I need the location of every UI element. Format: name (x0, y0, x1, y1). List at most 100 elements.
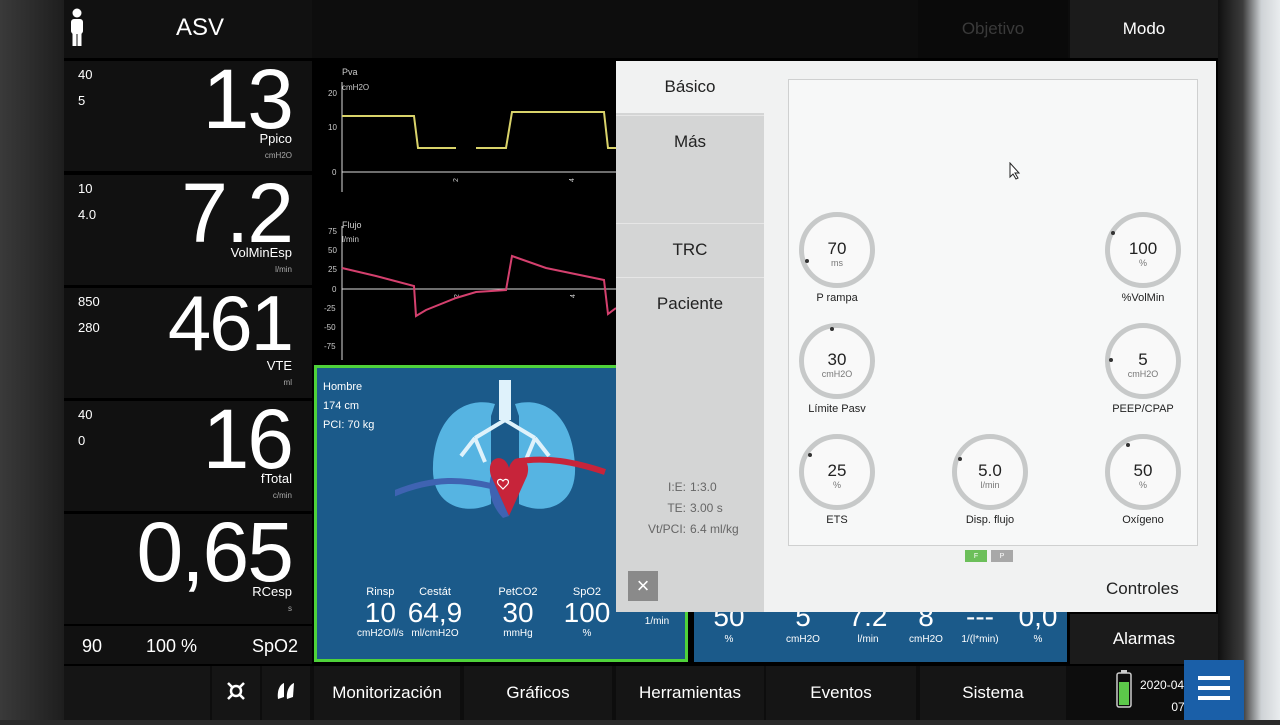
alarm-low: 5 (78, 93, 86, 108)
param-name: VolMinEsp (230, 245, 292, 260)
param-value: 13 (202, 52, 294, 146)
param-unit: s (288, 604, 292, 613)
trigger-pressure-indicator[interactable]: P (991, 550, 1013, 562)
knob-unit: % (1138, 480, 1147, 490)
pressure-trace (476, 111, 616, 149)
param-unit: c/min (272, 491, 292, 500)
ibw-label: PCI: (323, 419, 345, 431)
alarmas-button[interactable]: Alarmas (1070, 614, 1218, 664)
param-value: 0,65 (136, 505, 294, 599)
alarm-low: 4.0 (78, 207, 97, 222)
wave-xtick: 4 (569, 178, 576, 182)
pressure-trace (342, 115, 456, 149)
knob-value: 50 (1133, 461, 1153, 480)
tab-basico[interactable]: Básico (616, 61, 764, 113)
nebulizer-button[interactable] (212, 666, 260, 720)
lungs-icon (395, 380, 606, 518)
wave-tick: 0 (332, 168, 337, 177)
param-unit: l/min (275, 265, 292, 274)
main-menu-button[interactable] (1184, 660, 1244, 720)
mode-indicator[interactable]: ASV (64, 0, 312, 58)
param-value: 461 (167, 279, 294, 367)
knob-label: Disp. flujo (965, 514, 1015, 526)
alarm-high: 10 (78, 181, 93, 196)
controls-canvas: 70 ms P rampa 100 % %VolMin 30 cmH2O Lím… (788, 79, 1198, 562)
wave-tick: 25 (328, 265, 337, 274)
nav-graficos[interactable]: Gráficos (464, 666, 612, 720)
alarm-high: 40 (78, 67, 93, 82)
patient-male-icon (68, 8, 86, 53)
metric-spo2: SpO2 100 % (563, 586, 611, 639)
nav-eventos[interactable]: Eventos (766, 666, 916, 720)
tab-trc[interactable]: TRC (616, 223, 764, 275)
param-vte[interactable]: 850 280 461 VTE ml (64, 284, 312, 398)
tab-mas[interactable]: Más (616, 115, 764, 167)
param-name: Ppico (259, 131, 292, 146)
knob-value: 5.0 (978, 461, 1002, 480)
param-name: VTE (266, 358, 292, 373)
waveform-flow[interactable]: Flujo l/min 75 50 25 0 -25 -50 -75 2 4 (316, 216, 616, 360)
nav-sistema[interactable]: Sistema (920, 666, 1066, 720)
mouse-cursor-icon (1009, 161, 1021, 185)
knob-oxigeno[interactable]: 50 % Oxígeno (1105, 434, 1181, 526)
knob-unit: l/min (980, 480, 1000, 490)
timing-summary: I:E: 1:3.0 TE: 3.00 s Vt/PCI: 6.4 ml/kg (616, 477, 764, 540)
knob-label: Oxígeno (1122, 514, 1164, 526)
controles-title: Controles (1106, 579, 1179, 598)
param-volminesp[interactable]: 10 4.0 7.2 VolMinEsp l/min (64, 171, 312, 285)
patient-sex: Hombre (323, 381, 363, 393)
param-ftotal[interactable]: 40 0 16 fTotal c/min (64, 397, 312, 511)
knob-unit: % (832, 480, 841, 490)
param-rcesp[interactable]: 0,65 RCesp s (64, 510, 312, 624)
param-unit: ml (283, 378, 292, 387)
metric-rinsp: Rinsp 10 cmH2O/l/s (357, 586, 404, 639)
battery-icon (1116, 670, 1132, 715)
hamburger-menu-icon (1184, 676, 1244, 724)
knob-ets[interactable]: 25 % ETS (799, 434, 875, 526)
ie-row: I:E: 1:3.0 (667, 480, 717, 494)
knob-volmin[interactable]: 100 % %VolMin (1105, 212, 1181, 304)
knob-disp-flujo[interactable]: 5.0 l/min Disp. flujo (952, 434, 1028, 526)
tab-modo[interactable]: Modo (1070, 0, 1218, 58)
knob-unit: ms (831, 258, 843, 268)
wave-tick: 10 (328, 123, 337, 132)
spo2-saturation: 100 % (146, 636, 198, 656)
blank-bottom-cell (64, 666, 210, 720)
tab-paciente[interactable]: Paciente (616, 277, 764, 329)
wave-unit: l/min (342, 235, 359, 244)
spo2-label: SpO2 (252, 636, 299, 656)
patient-info: Hombre 174 cm PCI: 70 kg (323, 378, 374, 435)
param-value: 7.2 (181, 166, 294, 260)
ventilator-screen: ASV Objetivo Modo 40 5 13 Ppico cmH2O 10… (64, 0, 1218, 720)
metric-cestat: Cestát 64,9 ml/cmH2O (407, 586, 463, 639)
tab-objetivo[interactable]: Objetivo (918, 0, 1068, 58)
wave-tick: 20 (328, 89, 337, 98)
o2-enrichment-button[interactable] (262, 666, 310, 720)
device-bezel-right (1218, 0, 1280, 720)
nebulizer-icon (225, 680, 247, 707)
param-value: 16 (202, 392, 294, 486)
controles-dialog: Básico Más TRC Paciente I:E: 1:3.0 TE: 3.0… (616, 61, 1216, 612)
lungs-small-icon (275, 680, 297, 707)
metric-petco2: PetCO2 30 mmHg (498, 586, 538, 639)
knob-limite-pasv[interactable]: 30 cmH2O Límite Pasv (799, 323, 875, 415)
knob-value: 70 (827, 239, 847, 258)
spo2-row[interactable]: 90 100 % SpO2 (64, 626, 312, 664)
waveform-pressure[interactable]: Pva cmH2O 20 10 0 2 4 (316, 62, 616, 192)
te-row: TE: 3.00 s (667, 501, 723, 515)
wave-tick: -50 (324, 323, 336, 332)
wave-tick: -75 (324, 342, 336, 351)
flow-trace (341, 254, 616, 318)
nav-monitorizacion[interactable]: Monitorización (314, 666, 460, 720)
knob-value: 5 (1138, 350, 1148, 369)
close-dialog-button[interactable]: × (628, 571, 658, 601)
wave-xtick: 4 (570, 294, 577, 298)
trigger-flow-indicator[interactable]: F (965, 550, 987, 562)
knob-peep-cpap[interactable]: 5 cmH2O PEEP/CPAP (1105, 323, 1181, 415)
knob-p-rampa[interactable]: 70 ms P rampa (799, 212, 875, 304)
wave-label: Pva (342, 67, 358, 77)
alarm-low: 0 (78, 433, 86, 448)
nav-herramientas[interactable]: Herramientas (616, 666, 764, 720)
knob-value: 100 (1128, 239, 1158, 258)
param-ppico[interactable]: 40 5 13 Ppico cmH2O (64, 57, 312, 171)
